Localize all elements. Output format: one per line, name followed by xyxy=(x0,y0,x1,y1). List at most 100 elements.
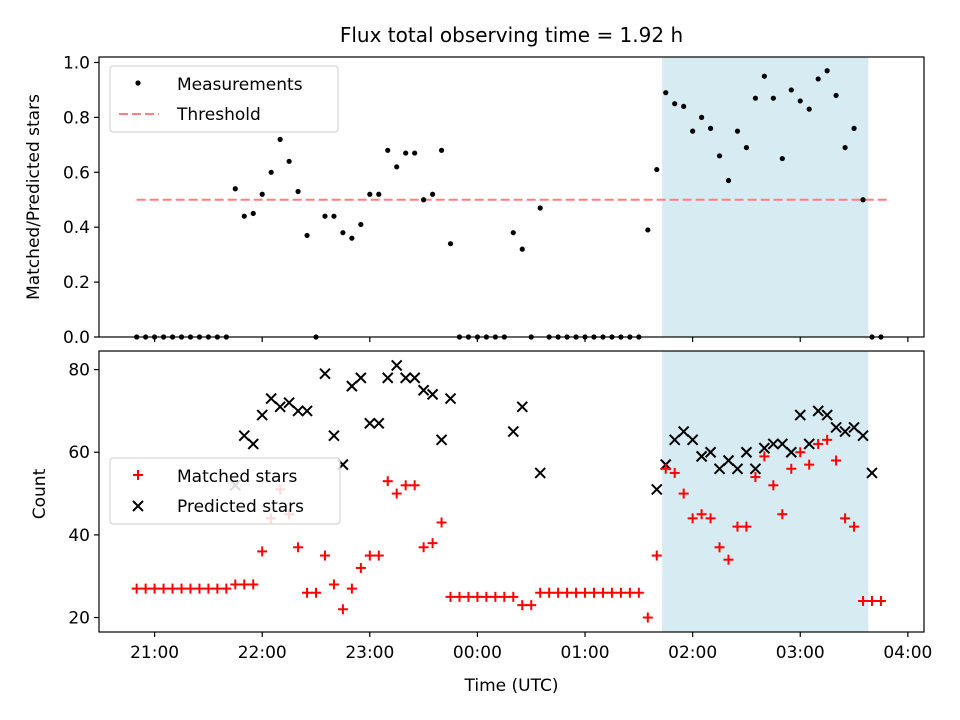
matched-star-marker xyxy=(472,591,483,602)
bottom-y-axis-label: Count xyxy=(30,468,50,519)
matched-star-marker xyxy=(589,587,599,598)
measurement-point xyxy=(447,241,454,247)
x-tick-label: 03:00 xyxy=(776,643,825,663)
measurement-point xyxy=(394,164,400,170)
x-tick-label: 01:00 xyxy=(561,643,610,663)
matched-star-marker xyxy=(553,587,564,598)
bottom-axes-frame xyxy=(98,350,925,633)
measurement-point xyxy=(788,87,794,93)
matched-star-marker xyxy=(777,509,788,520)
measurement-point xyxy=(815,76,821,82)
matched-star-marker xyxy=(768,480,779,491)
measurement-point xyxy=(725,177,732,184)
matched-star-marker xyxy=(597,587,608,598)
measurement-point xyxy=(403,150,409,156)
predicted-star-marker xyxy=(839,425,851,438)
matched-star-marker xyxy=(203,583,214,594)
matched-star-marker xyxy=(526,600,537,611)
predicted-star-marker xyxy=(722,454,735,467)
bottom-y-tick-label: 40 xyxy=(68,526,90,546)
predicted-star-marker xyxy=(534,467,546,479)
matched-star-marker xyxy=(149,583,160,594)
predicted-star-marker xyxy=(417,384,430,396)
predicted-star-marker xyxy=(355,372,367,384)
top-y-tick-label: 0.6 xyxy=(63,163,90,183)
measurement-point xyxy=(537,205,543,211)
measurement-point xyxy=(672,101,678,107)
matched-star-marker xyxy=(311,587,322,598)
matched-star-marker xyxy=(723,554,734,565)
predicted-star-marker xyxy=(695,450,708,463)
predicted-star-marker xyxy=(740,446,753,458)
matched-star-marker xyxy=(562,587,573,598)
bottom-shaded-region xyxy=(662,351,869,632)
matched-star-marker xyxy=(373,550,384,561)
predicted-star-marker xyxy=(283,396,295,409)
predicted-star-marker xyxy=(821,409,833,421)
predicted-star-marker xyxy=(713,463,726,475)
matched-star-marker xyxy=(687,513,698,524)
bottom-legend-box xyxy=(109,457,341,525)
measurement-point xyxy=(286,158,292,164)
matched-star-marker xyxy=(400,480,411,491)
predicted-star-marker xyxy=(265,392,277,405)
predicted-star-marker xyxy=(507,425,520,438)
predicted-star-marker xyxy=(668,434,681,446)
matched-star-marker xyxy=(248,579,259,590)
matched-star-marker xyxy=(858,596,869,607)
predicted-star-marker xyxy=(435,434,448,446)
measurement-point xyxy=(779,155,785,162)
measurement-point xyxy=(752,95,759,101)
predicted-star-marker xyxy=(686,434,699,446)
predicted-star-marker xyxy=(274,401,286,413)
matched-star-marker xyxy=(831,455,842,466)
matched-star-marker xyxy=(364,550,375,561)
matched-star-marker xyxy=(230,579,241,590)
bottom-axes: 20 40 60 80 21:00 22:00 23:00 00:00 01:00 02:00 0… xyxy=(30,350,932,696)
measurement-point xyxy=(367,191,373,197)
predicted-star-marker xyxy=(830,421,842,434)
matched-star-marker xyxy=(212,583,223,594)
matched-star-marker xyxy=(535,587,546,598)
matched-star-marker xyxy=(517,600,528,611)
x-tick-label: 22:00 xyxy=(238,643,287,663)
matched-star-marker xyxy=(293,542,304,553)
matched-star-marker xyxy=(319,550,330,561)
predicted-star-marker xyxy=(857,430,869,442)
bottom-y-tick-label: 20 xyxy=(68,609,90,629)
predicted-star-marker xyxy=(776,438,789,450)
measurement-point xyxy=(707,125,714,131)
matched-star-marker xyxy=(463,591,474,602)
predicted-star-marker xyxy=(731,463,744,475)
measurement-point xyxy=(331,213,337,219)
measurement-point xyxy=(743,144,750,151)
matched-star-marker xyxy=(696,509,707,520)
matched-star-marker xyxy=(409,480,420,491)
predicted-star-marker xyxy=(319,368,331,380)
matched-star-marker xyxy=(328,579,339,590)
predicted-star-marker xyxy=(301,405,313,417)
measurement-point xyxy=(268,169,274,175)
measurement-point xyxy=(421,197,427,203)
predicted-star-marker xyxy=(866,467,878,479)
matched-star-marker xyxy=(508,591,519,602)
matched-star-marker xyxy=(624,587,635,598)
measurement-point xyxy=(851,125,857,131)
predicted-star-marker xyxy=(444,392,457,405)
predicted-star-marker xyxy=(767,438,780,450)
matched-star-marker xyxy=(660,463,671,474)
measurement-point xyxy=(241,213,247,219)
legend-dot-icon xyxy=(135,80,141,86)
legend-x-icon xyxy=(132,500,144,512)
predicted-star-marker xyxy=(292,405,304,417)
predicted-star-marker xyxy=(364,417,376,430)
measurement-point xyxy=(770,95,776,101)
matched-star-marker xyxy=(436,517,447,528)
predicted-star-markers xyxy=(229,359,878,496)
matched-star-marker xyxy=(490,591,501,602)
top-y-tick-label: 0.0 xyxy=(63,328,90,348)
measurement-point xyxy=(349,235,355,241)
measurement-point xyxy=(842,144,848,151)
matched-star-marker xyxy=(795,447,806,458)
predicted-star-marker xyxy=(677,425,690,438)
